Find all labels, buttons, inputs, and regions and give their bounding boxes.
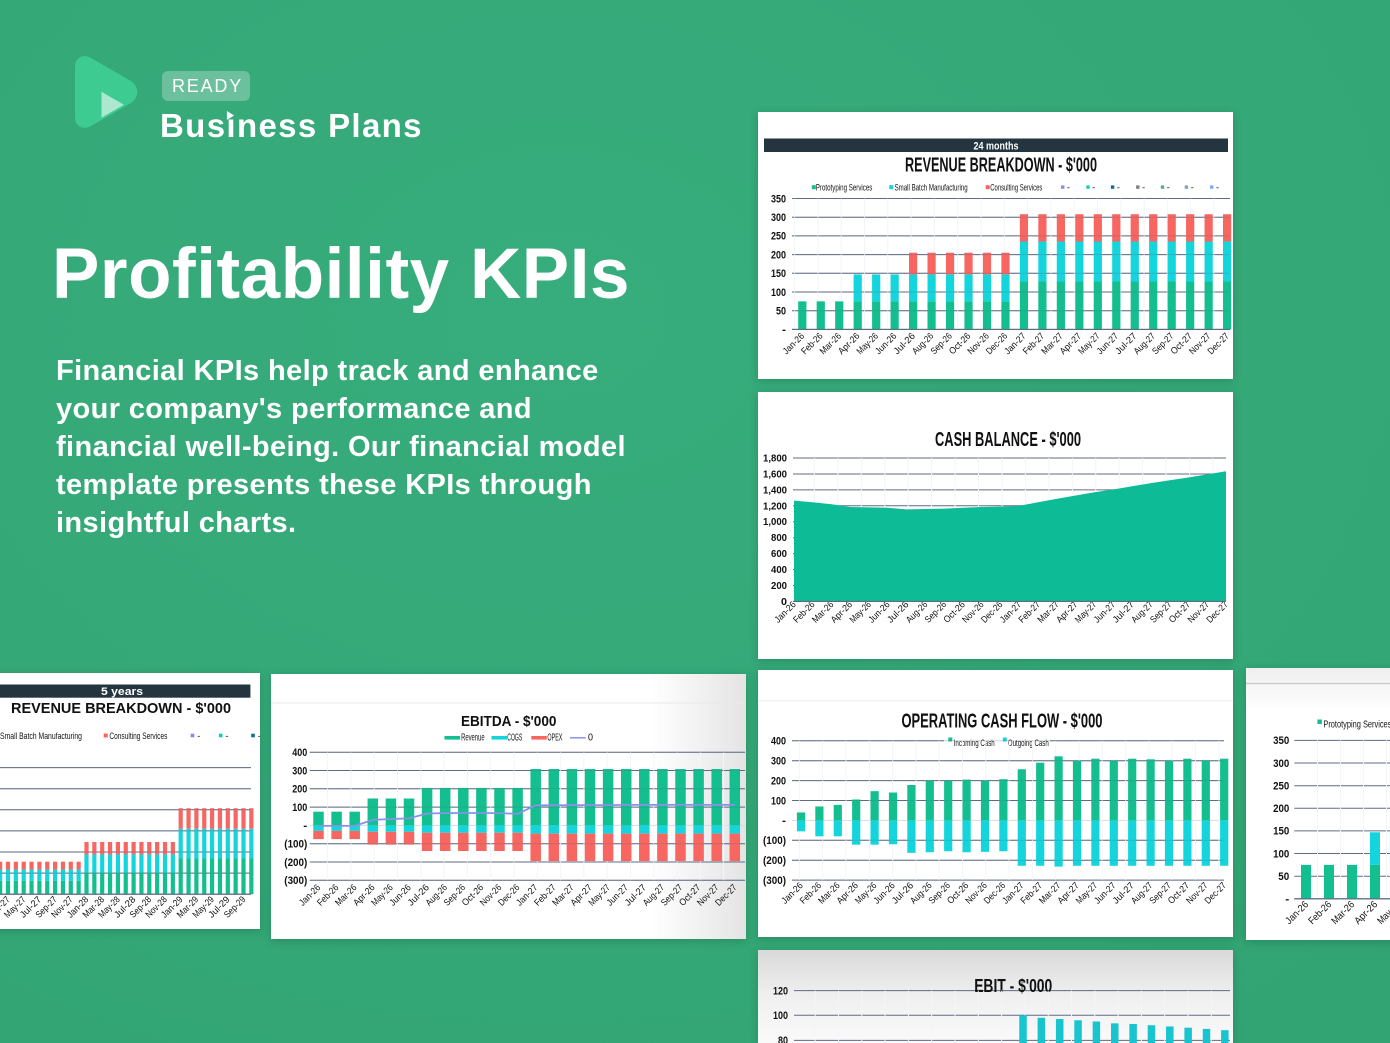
svg-text:1,600: 1,600 [763,469,787,481]
svg-text:REVENUE BREAKDOWN - $'000: REVENUE BREAKDOWN - $'000 [11,701,231,717]
svg-text:350: 350 [1273,735,1289,747]
svg-text:-: - [782,324,786,336]
svg-text:Apr-26: Apr-26 [1353,899,1381,927]
svg-text:(300): (300) [763,875,786,887]
svg-text:1,400: 1,400 [763,484,787,496]
svg-text:-: - [782,815,786,827]
svg-text:100: 100 [1273,848,1289,860]
svg-text:Mar-27: Mar-27 [0,894,12,919]
svg-text:250: 250 [1273,781,1289,793]
svg-text:50: 50 [1278,871,1289,883]
svg-text:-: - [1142,182,1145,192]
svg-text:Small Batch Manufacturing: Small Batch Manufacturing [0,731,82,741]
svg-text:-: - [1067,182,1070,192]
svg-text:1,000: 1,000 [763,516,787,528]
svg-text:1,200: 1,200 [763,500,787,512]
svg-text:(200): (200) [284,857,307,869]
svg-text:150: 150 [771,268,786,280]
svg-text:200: 200 [1273,803,1289,815]
svg-text:Dec-27: Dec-27 [1206,331,1231,356]
svg-text:400: 400 [292,747,307,759]
svg-text:(100): (100) [763,835,786,847]
svg-text:OPERATING CASH FLOW - $'000: OPERATING CASH FLOW - $'000 [902,710,1103,733]
svg-text:EBITDA - $'000: EBITDA - $'000 [461,714,556,730]
svg-text:300: 300 [771,212,786,224]
svg-text:-: - [197,731,200,741]
svg-text:Small Batch Manufacturing: Small Batch Manufacturing [895,182,968,193]
svg-text:350: 350 [771,193,786,205]
svg-text:400: 400 [771,736,786,748]
svg-text:400: 400 [771,564,787,576]
svg-text:Prototyping Services: Prototyping Services [816,182,873,193]
svg-text:Consulting Services: Consulting Services [990,182,1042,193]
svg-text:0: 0 [781,596,787,608]
svg-text:(200): (200) [763,855,786,867]
svg-text:300: 300 [1273,758,1289,770]
svg-text:EBIT - $'000: EBIT - $'000 [974,976,1052,996]
svg-text:100: 100 [771,795,786,807]
svg-text:80: 80 [778,1035,788,1043]
svg-text:50: 50 [776,306,786,318]
svg-text:COGS: COGS [507,733,522,744]
svg-text:(100): (100) [284,839,307,851]
svg-text:-: - [1191,182,1194,192]
svg-text:Mar-26: Mar-26 [1330,899,1358,927]
svg-text:200: 200 [292,784,307,796]
svg-text:200: 200 [771,580,787,592]
svg-text:800: 800 [771,532,787,544]
svg-text:100: 100 [292,802,307,814]
svg-text:200: 200 [771,775,786,787]
svg-text:300: 300 [292,765,307,777]
svg-text:(300): (300) [284,875,307,887]
svg-text:REVENUE BREAKDOWN - $'000: REVENUE BREAKDOWN - $'000 [905,153,1097,176]
svg-text:Consulting Services: Consulting Services [109,731,167,741]
svg-text:-: - [1117,182,1120,192]
svg-text:300: 300 [771,756,786,768]
svg-text:0: 0 [588,733,594,744]
svg-text:Incoming Cash: Incoming Cash [954,738,995,749]
svg-text:100: 100 [773,1010,788,1022]
svg-text:Feb-26: Feb-26 [1307,899,1335,927]
svg-text:-: - [1285,894,1289,906]
svg-text:CASH BALANCE - $'000: CASH BALANCE - $'000 [935,428,1081,451]
svg-text:-: - [1092,182,1095,192]
svg-text:24 months: 24 months [974,141,1019,153]
svg-text:200: 200 [771,249,786,261]
svg-text:5 years: 5 years [101,686,143,698]
svg-text:-: - [258,731,260,741]
svg-text:1,800: 1,800 [763,453,787,465]
svg-text:Prototyping Services: Prototyping Services [1323,720,1390,731]
svg-text:250: 250 [771,231,786,243]
svg-text:100: 100 [771,287,786,299]
svg-text:-: - [1167,182,1170,192]
svg-text:Dec-27: Dec-27 [1204,599,1229,624]
svg-text:OPEX: OPEX [547,733,562,744]
svg-text:May-26: May-26 [1376,899,1390,927]
svg-text:150: 150 [1273,826,1289,838]
svg-text:-: - [303,820,307,832]
svg-text:600: 600 [771,548,787,560]
svg-text:Revenue: Revenue [461,733,485,744]
svg-text:-: - [225,731,228,741]
svg-text:Outgoing Cash: Outgoing Cash [1008,738,1049,749]
svg-text:120: 120 [773,985,788,997]
svg-text:-: - [1216,182,1219,192]
